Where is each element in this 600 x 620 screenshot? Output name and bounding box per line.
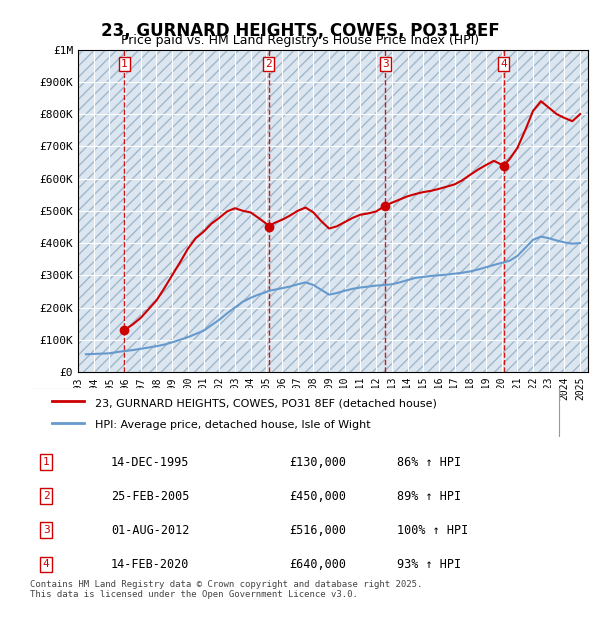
Text: £130,000: £130,000 <box>289 456 346 469</box>
FancyBboxPatch shape <box>25 387 559 438</box>
Text: 1: 1 <box>121 60 128 69</box>
Text: HPI: Average price, detached house, Isle of Wight: HPI: Average price, detached house, Isle… <box>95 420 370 430</box>
Text: Price paid vs. HM Land Registry's House Price Index (HPI): Price paid vs. HM Land Registry's House … <box>121 34 479 47</box>
Text: 14-FEB-2020: 14-FEB-2020 <box>111 558 190 571</box>
Text: 4: 4 <box>500 60 507 69</box>
Text: 100% ↑ HPI: 100% ↑ HPI <box>397 524 469 537</box>
Text: 86% ↑ HPI: 86% ↑ HPI <box>397 456 461 469</box>
Text: 93% ↑ HPI: 93% ↑ HPI <box>397 558 461 571</box>
Text: £516,000: £516,000 <box>289 524 346 537</box>
Text: 25-FEB-2005: 25-FEB-2005 <box>111 490 190 503</box>
Text: 23, GURNARD HEIGHTS, COWES, PO31 8EF: 23, GURNARD HEIGHTS, COWES, PO31 8EF <box>101 22 499 40</box>
Text: 2: 2 <box>265 60 272 69</box>
Text: 1: 1 <box>43 457 50 467</box>
Text: £450,000: £450,000 <box>289 490 346 503</box>
Text: 89% ↑ HPI: 89% ↑ HPI <box>397 490 461 503</box>
Text: Contains HM Land Registry data © Crown copyright and database right 2025.
This d: Contains HM Land Registry data © Crown c… <box>30 580 422 599</box>
Text: 2: 2 <box>43 491 50 501</box>
Text: 01-AUG-2012: 01-AUG-2012 <box>111 524 190 537</box>
Text: 23, GURNARD HEIGHTS, COWES, PO31 8EF (detached house): 23, GURNARD HEIGHTS, COWES, PO31 8EF (de… <box>95 399 437 409</box>
Text: 3: 3 <box>382 60 389 69</box>
Text: 14-DEC-1995: 14-DEC-1995 <box>111 456 190 469</box>
Text: 4: 4 <box>43 559 50 569</box>
Text: £640,000: £640,000 <box>289 558 346 571</box>
Text: 3: 3 <box>43 525 50 535</box>
